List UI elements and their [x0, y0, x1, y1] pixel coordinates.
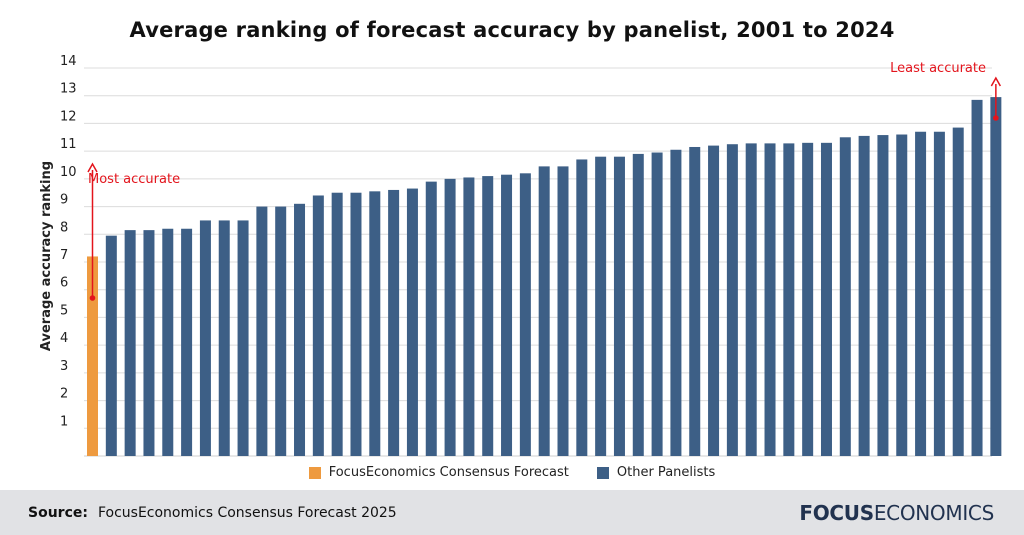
legend-label-consensus: FocusEconomics Consensus Forecast — [328, 465, 569, 480]
bar-other-panelist — [971, 99, 983, 456]
bar-other-panelist — [839, 137, 851, 457]
chart-title: Average ranking of forecast accuracy by … — [129, 18, 895, 42]
bar-other-panelist — [557, 166, 569, 456]
legend-label-other-panelists: Other Panelists — [616, 465, 716, 480]
y-tick-label: 6 — [60, 276, 68, 291]
bar-other-panelist — [764, 143, 776, 456]
logo-bold: FOCUS — [799, 501, 874, 525]
bar-other-panelist — [595, 156, 607, 456]
arrow-head-icon — [990, 76, 1002, 87]
source-note: Source: FocusEconomics Consensus Forecast… — [28, 505, 397, 521]
annotation-least-accurate: Least accurate — [890, 61, 986, 76]
bar-other-panelist — [726, 144, 738, 456]
y-tick-label: 1 — [60, 414, 68, 429]
bar-other-panelist — [181, 228, 193, 456]
bar-other-panelist — [275, 206, 287, 456]
y-tick-label: 12 — [60, 109, 77, 124]
bar-other-panelist — [613, 156, 625, 456]
source-text: FocusEconomics Consensus Forecast 2025 — [97, 505, 397, 521]
arrow-head-icon — [87, 162, 98, 173]
bar-other-panelist — [331, 192, 343, 456]
bar-other-panelist — [990, 97, 1002, 456]
logo-regular: ECONOMICS — [873, 501, 994, 525]
bar-other-panelist — [463, 177, 475, 456]
bar-other-panelist — [519, 173, 531, 457]
bar-other-panelist — [538, 166, 550, 456]
bar-other-panelist — [425, 181, 437, 456]
bar-other-panelist — [896, 134, 908, 456]
legend-item-other-panelists: Other Panelists — [596, 465, 716, 480]
bar-other-panelist — [369, 191, 381, 457]
bar-other-panelist — [406, 188, 418, 457]
y-tick-label: 11 — [60, 137, 77, 152]
bar-other-panelist — [670, 149, 682, 456]
y-tick-label: 4 — [60, 331, 68, 346]
bar-other-panelist — [858, 135, 870, 456]
source-label: Source: — [28, 505, 88, 521]
bar-other-panelist — [199, 220, 211, 456]
y-tick-label: 9 — [60, 193, 68, 208]
y-tick-label: 10 — [60, 165, 77, 180]
bar-other-panelist — [820, 142, 832, 457]
annotation-most-accurate: Most accurate — [88, 172, 180, 187]
bar-other-panelist — [162, 228, 174, 456]
y-tick-label: 7 — [60, 248, 68, 263]
bar-other-panelist — [105, 235, 117, 456]
bar-other-panelist — [576, 159, 588, 456]
y-tick-label: 5 — [60, 303, 68, 318]
bar-other-panelist — [237, 220, 249, 456]
bars — [87, 97, 1002, 457]
y-tick-label: 14 — [60, 54, 77, 69]
bar-other-panelist — [256, 206, 268, 456]
bar-other-panelist — [312, 195, 324, 456]
legend: FocusEconomics Consensus Forecast Other … — [0, 465, 1024, 480]
y-tick-label: 3 — [60, 359, 68, 374]
bar-other-panelist — [651, 152, 663, 456]
bar-other-panelist — [388, 189, 400, 456]
bar-other-panelist — [783, 143, 795, 456]
footer-bar: Source: FocusEconomics Consensus Forecast… — [0, 490, 1024, 535]
y-tick-label: 8 — [60, 220, 68, 235]
bar-other-panelist — [708, 145, 720, 456]
focuseconomics-logo: FOCUSECONOMICS — [799, 501, 994, 525]
bar-other-panelist — [501, 174, 513, 456]
bar-other-panelist — [745, 143, 757, 456]
bar-other-panelist — [218, 220, 230, 456]
bar-other-panelist — [915, 131, 927, 456]
legend-item-consensus: FocusEconomics Consensus Forecast — [308, 465, 569, 480]
annotations: Most accurate Least accurate — [87, 61, 1002, 301]
y-tick-label: 13 — [60, 82, 77, 97]
bar-other-panelist — [294, 203, 306, 456]
bar-other-panelist — [802, 142, 814, 457]
bar-other-panelist — [350, 192, 362, 456]
bar-other-panelist — [124, 230, 136, 456]
legend-swatch-other-panelists — [596, 466, 609, 479]
y-tick-label: 2 — [60, 387, 68, 402]
bar-other-panelist — [632, 153, 644, 456]
bar-other-panelist — [952, 127, 964, 456]
bar-other-panelist — [689, 146, 701, 456]
bar-other-panelist — [877, 135, 889, 456]
bar-other-panelist — [143, 230, 155, 456]
bar-other-panelist — [933, 131, 945, 456]
bar-other-panelist — [482, 176, 494, 457]
y-axis-title: Average accuracy ranking — [39, 161, 54, 351]
bar-consensus — [87, 256, 98, 456]
legend-swatch-consensus — [308, 466, 321, 479]
bar-other-panelist — [444, 178, 456, 456]
